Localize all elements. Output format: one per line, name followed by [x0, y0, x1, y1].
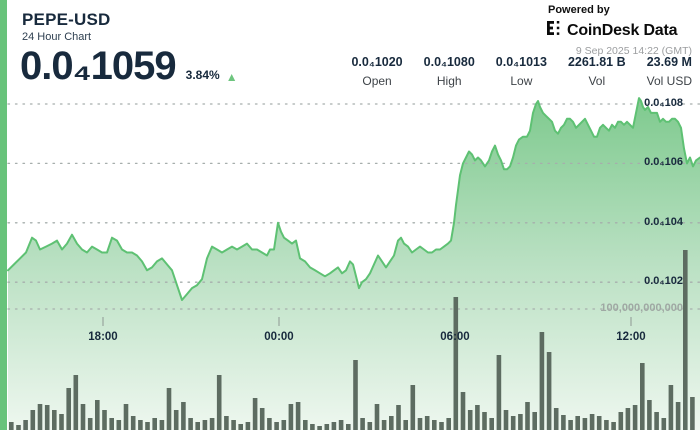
stat-value: 0.0₄1080: [423, 55, 475, 69]
stat-label: High: [436, 74, 462, 88]
stat-low: 0.0₄1013 Low: [496, 55, 547, 88]
stat-value: 0.0₄1020: [351, 55, 403, 69]
stat-high: 0.0₄1080 High: [424, 55, 475, 88]
stat-value: 2261.81 B: [567, 55, 626, 69]
stat-value: 23.69 M: [646, 55, 692, 69]
timestamp: 9 Sep 2025 14:22 (GMT): [575, 45, 692, 57]
symbol-title: PEPE-USD: [22, 10, 111, 29]
stat-label: Open: [362, 74, 392, 88]
change-percent: 3.84%: [185, 68, 220, 82]
coindesk-logo-icon: [547, 20, 563, 41]
current-price: 0.0₄1059: [20, 44, 177, 88]
price-row: 0.0₄1059 3.84% ▲: [20, 46, 238, 86]
stat-label: Low: [510, 74, 533, 88]
stat-vol: 2261.81 B Vol: [568, 55, 626, 88]
powered-by-label: Powered by: [548, 4, 610, 16]
brand-block: Powered by CoinDesk Data 9 Sep 2025 14:2…: [542, 4, 692, 57]
brand-row[interactable]: CoinDesk Data: [547, 20, 692, 41]
up-triangle-icon: ▲: [225, 70, 238, 84]
stat-vol-usd: 23.69 M Vol USD: [647, 55, 692, 88]
stat-label: Vol: [588, 74, 606, 88]
brand-name: CoinDesk Data: [567, 21, 678, 39]
stat-open: 0.0₄1020 Open: [351, 55, 402, 88]
accent-strip: [0, 0, 7, 430]
stats-row: 0.0₄1020 Open 0.0₄1080 High 0.0₄1013 Low 2261.…: [351, 55, 692, 88]
stat-value: 0.0₄1013: [495, 55, 547, 69]
chart-subtitle: 24 Hour Chart: [22, 31, 92, 43]
stat-label: Vol USD: [646, 74, 692, 88]
